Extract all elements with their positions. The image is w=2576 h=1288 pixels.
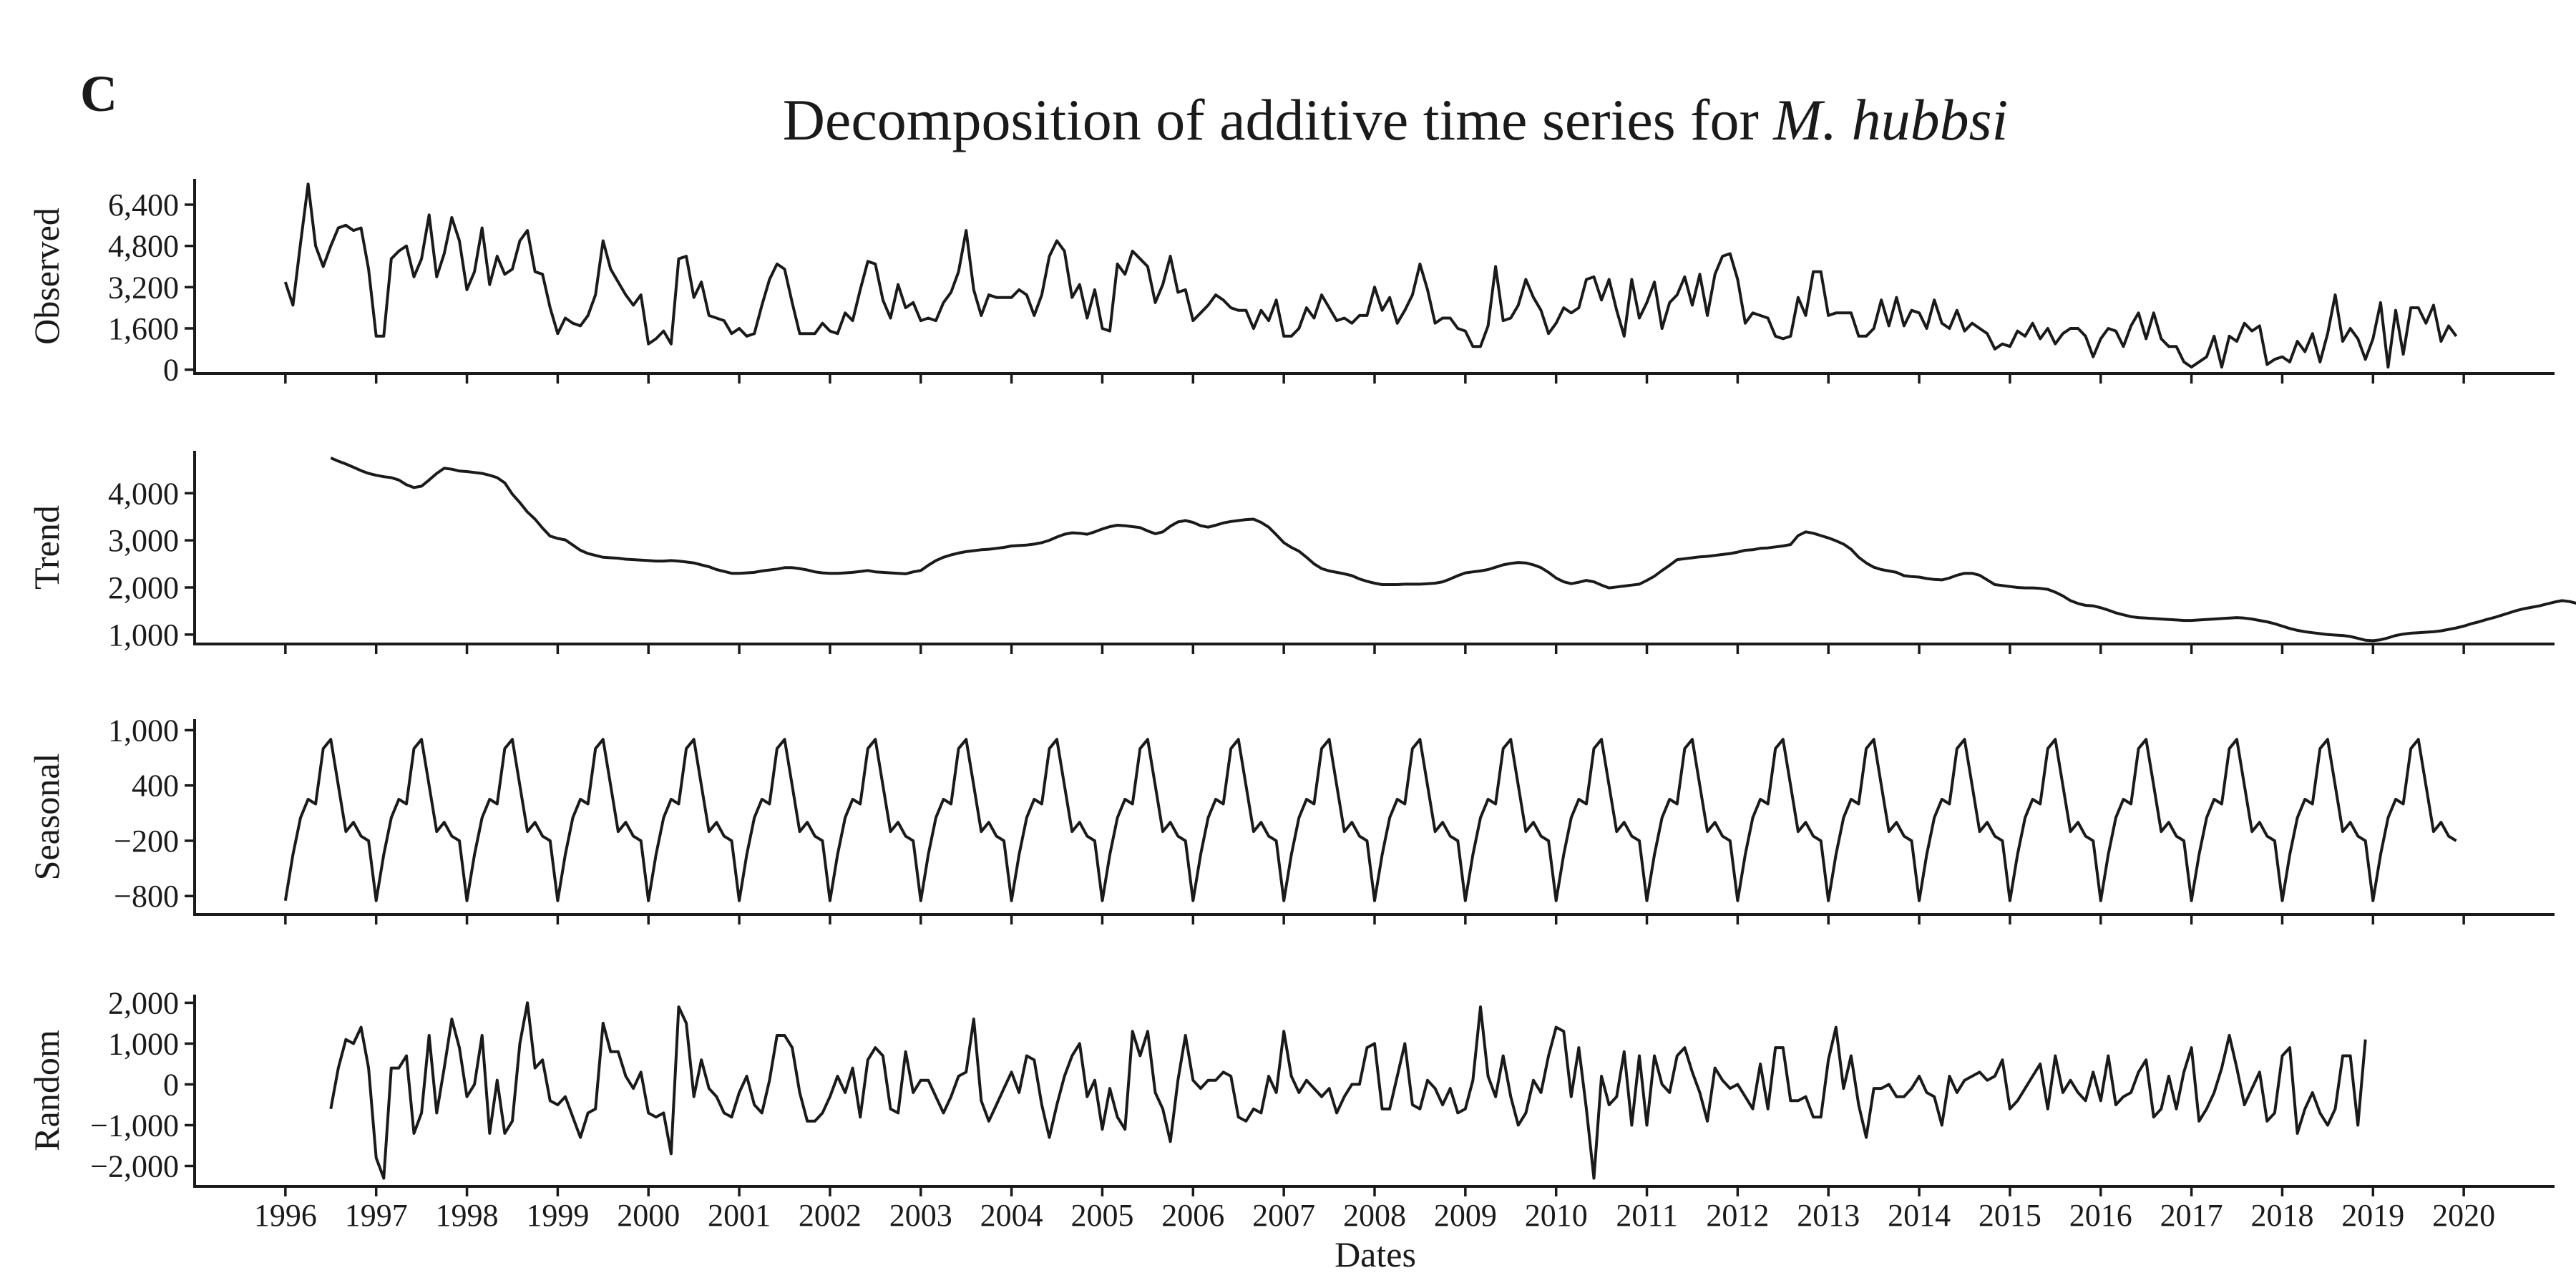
observed-y-tick-label: 4,800 xyxy=(108,229,179,264)
x-tick-label: 2014 xyxy=(1888,1198,1951,1233)
x-tick-label: 2017 xyxy=(2160,1198,2223,1233)
x-tick-label: 2018 xyxy=(2250,1198,2313,1233)
x-tick-label: 2015 xyxy=(1979,1198,2041,1233)
x-tick-label: 1999 xyxy=(526,1198,589,1233)
x-tick-label: 2012 xyxy=(1706,1198,1769,1233)
x-tick-label: 2016 xyxy=(2069,1198,2132,1233)
observed-panel: 0 1,600 3,200 4,800 6,400 Observed xyxy=(26,179,2555,388)
chart-title: Decomposition of additive time series fo… xyxy=(783,87,2009,152)
trend-series-line xyxy=(330,457,2576,643)
panel-letter: C xyxy=(80,65,117,122)
trend-y-tick-label: 3,000 xyxy=(108,523,179,558)
x-tick-label: 2000 xyxy=(617,1198,680,1233)
observed-y-axis-label: Observed xyxy=(26,208,67,345)
random-panel: −2,000 −1,000 0 1,000 2,000 Random xyxy=(26,985,2555,1196)
x-tick-label: 1997 xyxy=(345,1198,408,1233)
x-tick-label: 2004 xyxy=(980,1198,1043,1233)
trend-panel: 1,000 2,000 3,000 4,000 Trend xyxy=(26,451,2576,654)
observed-series-line xyxy=(283,182,2458,369)
x-tick-label: 2019 xyxy=(2341,1198,2404,1233)
trend-y-tick-label: 4,000 xyxy=(108,476,179,511)
x-tick-label: 2013 xyxy=(1797,1198,1860,1233)
observed-y-tick-label: 6,400 xyxy=(108,187,179,223)
x-tick-label: 2007 xyxy=(1252,1198,1315,1233)
seasonal-y-tick-label: 400 xyxy=(132,769,179,804)
x-tick-label: 2010 xyxy=(1525,1198,1588,1233)
chart-title-species: M. hubbsi xyxy=(1772,87,2008,152)
trend-y-axis-label: Trend xyxy=(26,505,67,590)
x-tick-label: 2005 xyxy=(1070,1198,1133,1233)
x-axis: 1996 1997 1998 1999 2000 2001 2002 2003 2004 2005… xyxy=(254,1198,2495,1233)
x-tick-label: 2009 xyxy=(1434,1198,1497,1233)
x-tick-label: 1996 xyxy=(254,1198,317,1233)
random-y-tick-label: 0 xyxy=(163,1067,179,1102)
observed-y-tick-label: 0 xyxy=(163,353,179,388)
random-series-line xyxy=(329,1001,2367,1180)
random-y-tick-label: −1,000 xyxy=(90,1108,179,1143)
x-axis-label: Dates xyxy=(1335,1234,1416,1274)
seasonal-series-line xyxy=(283,738,2457,902)
trend-y-tick-label: 1,000 xyxy=(108,618,179,653)
x-tick-label: 2008 xyxy=(1343,1198,1406,1233)
random-y-tick-label: 1,000 xyxy=(108,1026,179,1061)
seasonal-y-tick-label: −200 xyxy=(114,824,179,859)
x-tick-label: 2002 xyxy=(799,1198,862,1233)
x-tick-label: 2003 xyxy=(889,1198,952,1233)
random-y-tick-label: −2,000 xyxy=(90,1148,179,1184)
x-tick-label: 1998 xyxy=(436,1198,499,1233)
seasonal-panel: −800 −200 400 1,000 Seasonal xyxy=(26,713,2555,924)
random-y-tick-label: 2,000 xyxy=(108,985,179,1020)
trend-y-tick-label: 2,000 xyxy=(108,570,179,605)
seasonal-y-axis-label: Seasonal xyxy=(26,753,67,881)
seasonal-y-tick-label: −800 xyxy=(114,879,179,914)
observed-y-tick-label: 1,600 xyxy=(108,311,179,346)
panels: 0 1,600 3,200 4,800 6,400 Observed 1,000 2,000 3… xyxy=(26,179,2576,1196)
x-tick-label: 2011 xyxy=(1616,1198,1677,1233)
x-tick-label: 2001 xyxy=(708,1198,771,1233)
seasonal-y-tick-label: 1,000 xyxy=(108,713,179,748)
observed-y-tick-label: 3,200 xyxy=(108,270,179,305)
random-y-axis-label: Random xyxy=(26,1030,67,1151)
x-tick-label: 2006 xyxy=(1161,1198,1224,1233)
chart-title-prefix: Decomposition of additive time series fo… xyxy=(783,87,1774,152)
x-tick-label: 2020 xyxy=(2432,1198,2495,1233)
